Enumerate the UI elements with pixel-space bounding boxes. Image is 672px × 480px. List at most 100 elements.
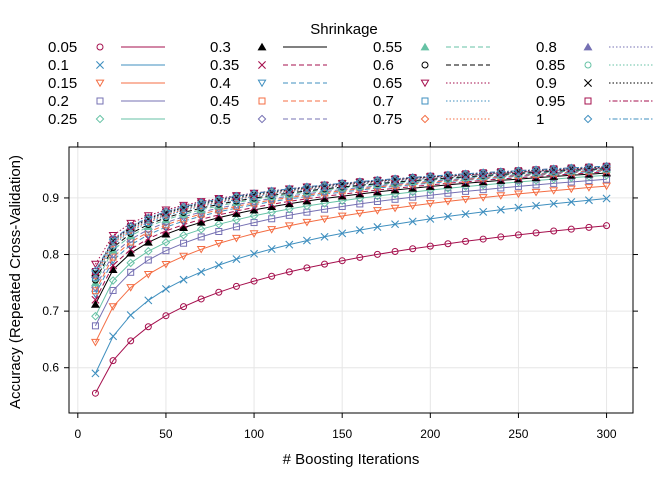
data-point (461, 169, 470, 179)
data-point (126, 248, 136, 257)
series-0.1 (91, 194, 611, 378)
data-point (549, 199, 558, 208)
data-point (584, 184, 594, 192)
legend-marker (95, 79, 105, 88)
x-tick-label: 200 (420, 427, 440, 441)
data-point (161, 284, 170, 293)
data-point (179, 230, 188, 240)
legend-label: 0.3 (210, 39, 231, 56)
legend-marker (584, 97, 592, 105)
legend-marker (420, 114, 430, 124)
series-0.45 (91, 166, 611, 295)
data-point (320, 215, 330, 224)
data-point (355, 209, 365, 218)
data-point (425, 200, 435, 208)
legend-entry-0.95: 0.95 (536, 93, 653, 110)
y-axis-label: Accuracy (Repeated Cross-Validation) (7, 155, 24, 409)
data-point (109, 261, 118, 270)
data-point (214, 194, 224, 204)
data-point (144, 296, 153, 305)
data-point (91, 295, 100, 304)
series-0.95 (91, 162, 611, 276)
data-point (91, 311, 100, 321)
data-point (126, 221, 135, 231)
x-tick-label: 0 (74, 427, 81, 441)
legend-marker (257, 79, 267, 88)
data-point (162, 247, 170, 255)
data-point (514, 203, 523, 212)
data-point (320, 180, 329, 190)
legend-entry-0.15: 0.15 (48, 75, 165, 92)
legend-entry-0.9: 0.9 (536, 75, 653, 92)
legend-label: 0.5 (210, 111, 231, 128)
data-point (373, 198, 381, 206)
data-point (91, 369, 100, 378)
data-point (232, 215, 241, 225)
data-point (108, 276, 118, 285)
data-point (462, 187, 470, 195)
data-point (144, 216, 153, 226)
data-point (497, 184, 505, 192)
legend-marker (420, 79, 430, 88)
legend-marker (96, 61, 104, 69)
data-point (373, 223, 382, 232)
legend-entry-1: 1 (536, 111, 653, 128)
data-point (461, 210, 470, 219)
data-point (126, 284, 136, 292)
data-point (250, 277, 258, 285)
data-point (391, 220, 400, 229)
legend-label: 0.05 (48, 39, 77, 56)
x-tick-label: 250 (508, 427, 528, 441)
data-point (549, 187, 559, 195)
legend-label: 0.2 (48, 93, 69, 110)
series-line (94, 165, 607, 272)
data-point (514, 231, 522, 239)
legend-label: 1 (536, 111, 544, 128)
data-point (302, 218, 312, 227)
data-point (214, 219, 224, 229)
data-point (338, 257, 346, 265)
data-point (108, 234, 118, 244)
data-point (179, 252, 189, 261)
data-point (109, 286, 117, 294)
data-point (267, 244, 276, 253)
data-point (602, 182, 612, 191)
legend-entry-0.75: 0.75 (373, 111, 490, 128)
data-point (479, 235, 487, 243)
data-point (267, 207, 276, 217)
legend-marker (584, 79, 592, 87)
grid (69, 147, 633, 413)
data-point (532, 229, 540, 237)
legend-label: 0.95 (536, 93, 565, 110)
data-point (144, 246, 153, 256)
data-point (338, 202, 346, 210)
legend-entry-0.2: 0.2 (48, 93, 165, 110)
legend-entry-0.6: 0.6 (373, 57, 490, 74)
data-point (214, 240, 224, 248)
legend-label: 0.35 (210, 57, 239, 74)
data-point (249, 189, 259, 198)
data-point (180, 303, 188, 311)
data-point (550, 227, 558, 235)
legend-entry-0.55: 0.55 (373, 39, 490, 56)
y-tick-label: 0.7 (42, 304, 59, 318)
legend-marker (95, 114, 105, 124)
data-point (514, 166, 523, 175)
data-point (567, 163, 576, 173)
data-point (355, 226, 364, 235)
legend-marker (96, 97, 104, 105)
series-1 (91, 161, 611, 276)
legend-marker (421, 61, 429, 69)
data-point (478, 168, 488, 178)
legend-label: 0.1 (48, 57, 69, 74)
legend-title: Shrinkage (310, 21, 378, 38)
legend-entry-0.1: 0.1 (48, 57, 165, 74)
data-point (109, 253, 117, 261)
data-point (355, 177, 365, 186)
data-point (196, 198, 206, 207)
data-point (127, 337, 135, 345)
legend-entry-0.25: 0.25 (48, 111, 165, 128)
data-point (126, 225, 135, 235)
data-point (231, 234, 241, 243)
data-point (497, 233, 505, 241)
